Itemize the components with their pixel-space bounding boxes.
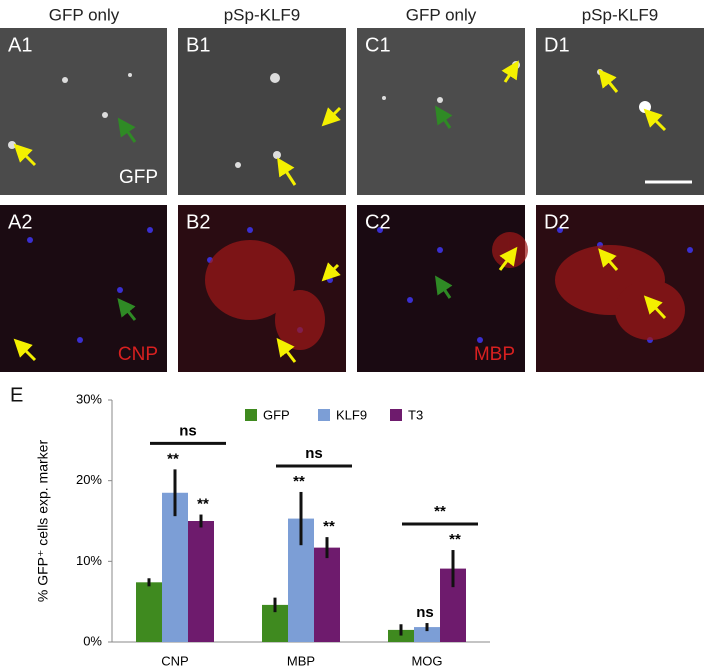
bar	[414, 627, 440, 642]
bracket-label: ns	[179, 422, 197, 439]
bracket-label: ns	[305, 445, 323, 462]
significance: **	[323, 518, 335, 535]
column-header: GFP only	[49, 5, 120, 24]
panel-label: C2	[365, 211, 391, 233]
x-tick-label: MBP	[287, 653, 315, 668]
bar	[314, 547, 340, 642]
bar	[162, 492, 188, 642]
marker-label: GFP	[119, 167, 158, 188]
panel-label: A1	[8, 34, 32, 56]
micrographs	[0, 28, 704, 372]
processes	[205, 232, 685, 350]
legend-label: T3	[408, 407, 423, 422]
legend-label: KLF9	[336, 407, 367, 422]
arrows	[117, 105, 453, 321]
panel-label: B1	[186, 34, 210, 56]
significance: **	[449, 531, 461, 548]
bar	[188, 521, 214, 642]
column-header: pSp-KLF9	[224, 5, 301, 24]
bracket-label: **	[434, 503, 446, 520]
significance: **	[293, 473, 305, 490]
y-tick-label: 30%	[76, 391, 102, 406]
bar	[388, 629, 414, 642]
legend-label: GFP	[263, 407, 290, 422]
x-tick-label: MOG	[411, 653, 442, 668]
significance: **	[197, 496, 209, 513]
bar	[136, 582, 162, 642]
legend-swatch	[245, 409, 257, 421]
column-header: GFP only	[406, 5, 477, 24]
image	[178, 28, 346, 195]
panel-label: B2	[186, 211, 210, 233]
panel-label: C1	[365, 34, 391, 56]
marker-label: CNP	[118, 344, 158, 365]
panel-label: D2	[544, 211, 570, 233]
marker-label: MBP	[474, 344, 515, 365]
arrows	[13, 60, 667, 363]
x-tick-label: CNP	[161, 653, 188, 668]
y-tick-label: 0%	[83, 633, 102, 648]
column-header: pSp-KLF9	[582, 5, 659, 24]
panel-label: A2	[8, 211, 32, 233]
significance: ns	[416, 604, 434, 621]
y-axis-label: % GFP⁺ cells exp. marker	[35, 440, 51, 603]
panel-label: D1	[544, 34, 570, 56]
image	[536, 28, 704, 195]
y-tick-label: 20%	[76, 472, 102, 487]
legend-swatch	[318, 409, 330, 421]
significance: **	[167, 450, 179, 467]
panel-label: E	[10, 384, 23, 406]
image	[0, 28, 167, 195]
y-tick-label: 10%	[76, 553, 102, 568]
legend-swatch	[390, 409, 402, 421]
